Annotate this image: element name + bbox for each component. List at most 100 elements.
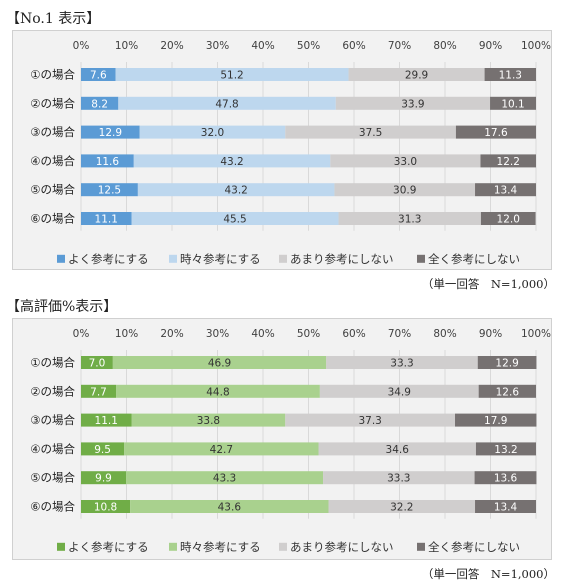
bar-segment bbox=[130, 500, 329, 513]
data-label: 44.8 bbox=[206, 386, 229, 398]
x-tick-label: 50% bbox=[297, 40, 320, 52]
data-label: 33.9 bbox=[401, 98, 424, 110]
legend-label: 時々参考にする bbox=[180, 540, 261, 554]
legend-label: あまり参考にしない bbox=[290, 252, 394, 266]
bar-segment bbox=[335, 96, 491, 110]
bar-segment bbox=[81, 384, 117, 398]
chart-2-svg: 0% 10% 20% 30% 40% 50% 60% 70% 80% 90% 100% ①の場合 7.0… bbox=[30, 328, 551, 554]
data-label: 43.2 bbox=[220, 156, 243, 168]
bar-segment bbox=[323, 471, 475, 485]
bar-segment bbox=[115, 68, 349, 81]
category-label: ⑤の場合 bbox=[30, 471, 75, 485]
data-label: 12.2 bbox=[497, 156, 520, 168]
bar-segment bbox=[285, 125, 456, 139]
data-label: 12.6 bbox=[496, 386, 520, 398]
category-label: ⑥の場合 bbox=[30, 500, 75, 514]
data-label: 12.9 bbox=[495, 358, 518, 370]
data-label: 7.6 bbox=[90, 70, 107, 82]
bar-segment bbox=[116, 384, 320, 398]
chart-1-svg: 0% 10% 20% 30% 40% 50% 60% 70% 80% 90% 100% ①の場合 7.6… bbox=[30, 40, 551, 266]
legend-swatch bbox=[57, 542, 65, 551]
bar-segment bbox=[334, 183, 476, 197]
data-label: 11.1 bbox=[95, 415, 118, 427]
data-label: 7.7 bbox=[90, 386, 107, 398]
legend-swatch bbox=[279, 542, 287, 551]
bar-segment bbox=[81, 500, 131, 513]
legend-swatch bbox=[417, 542, 425, 551]
category-label: ②の場合 bbox=[30, 384, 75, 398]
x-tick-label: 30% bbox=[206, 40, 229, 52]
data-label: 34.9 bbox=[388, 386, 411, 398]
chart-2-note: （単一回答 N=1,000） bbox=[421, 567, 555, 581]
bar-segment bbox=[81, 68, 116, 81]
legend-label: 全く参考にしない bbox=[428, 540, 520, 554]
data-label: 30.9 bbox=[393, 185, 416, 197]
x-tick-label: 0% bbox=[73, 328, 90, 340]
x-tick-label: 90% bbox=[479, 40, 502, 52]
x-tick-label: 10% bbox=[115, 40, 138, 52]
category-label: ③の場合 bbox=[30, 413, 75, 427]
bar-segment bbox=[81, 125, 140, 139]
bar-segment bbox=[81, 212, 132, 225]
data-label: 37.3 bbox=[358, 415, 381, 427]
bar-segment bbox=[490, 96, 536, 110]
chart-2-panel: 0% 10% 20% 30% 40% 50% 60% 70% 80% 90% 100% ①の場合 7.0… bbox=[12, 318, 552, 560]
legend-swatch bbox=[57, 254, 65, 263]
chart-1-note: （単一回答 N=1,000） bbox=[421, 277, 555, 291]
legend-swatch bbox=[169, 254, 177, 263]
bar-segment bbox=[484, 68, 536, 81]
bar-segment bbox=[455, 125, 536, 139]
data-label: 11.3 bbox=[499, 70, 522, 82]
legend-label: あまり参考にしない bbox=[290, 540, 394, 554]
bar-segment bbox=[338, 212, 481, 225]
bar-segment bbox=[81, 413, 132, 427]
data-label: 12.9 bbox=[99, 127, 122, 139]
category-label: ②の場合 bbox=[30, 96, 75, 110]
x-tick-label: 90% bbox=[479, 328, 502, 340]
bar-segment bbox=[480, 212, 536, 225]
bar-segment bbox=[475, 500, 536, 513]
data-label: 13.4 bbox=[494, 185, 518, 197]
legend-label: よく参考にする bbox=[68, 540, 149, 554]
bar-segment bbox=[475, 183, 536, 197]
data-label: 47.8 bbox=[215, 98, 238, 110]
bar-segment bbox=[139, 125, 286, 139]
data-label: 9.9 bbox=[95, 473, 112, 485]
data-label: 45.5 bbox=[223, 214, 246, 226]
bar-segment bbox=[480, 154, 536, 168]
data-label: 33.0 bbox=[394, 156, 417, 168]
legend-label: 時々参考にする bbox=[180, 252, 261, 266]
x-tick-label: 80% bbox=[433, 40, 456, 52]
data-label: 17.6 bbox=[484, 127, 508, 139]
bar-segment bbox=[81, 183, 138, 197]
legend-swatch bbox=[417, 254, 425, 263]
data-label: 46.9 bbox=[208, 358, 231, 370]
bar-segment bbox=[330, 154, 481, 168]
data-label: 29.9 bbox=[405, 70, 428, 82]
bar-segment bbox=[478, 384, 536, 398]
data-label: 43.2 bbox=[224, 185, 247, 197]
category-label: ⑤の場合 bbox=[30, 183, 75, 197]
x-tick-label: 60% bbox=[342, 40, 365, 52]
bar-segment bbox=[477, 356, 537, 369]
data-label: 13.4 bbox=[494, 502, 518, 514]
category-label: ④の場合 bbox=[30, 154, 75, 168]
x-tick-label: 10% bbox=[115, 328, 138, 340]
bar-segment bbox=[133, 154, 331, 168]
data-label: 31.3 bbox=[398, 214, 421, 226]
bar-segment bbox=[112, 356, 327, 369]
bar-segment bbox=[455, 413, 537, 427]
data-label: 33.3 bbox=[390, 358, 413, 370]
bar-segment bbox=[328, 500, 476, 513]
bar-segment bbox=[137, 183, 335, 197]
bar-segment bbox=[81, 154, 134, 168]
x-tick-label: 0% bbox=[73, 40, 90, 52]
bar-segment bbox=[285, 413, 456, 427]
category-label: ⑥の場合 bbox=[30, 212, 75, 226]
x-tick-label: 100% bbox=[521, 328, 551, 340]
bar-segment bbox=[126, 471, 324, 485]
x-tick-label: 40% bbox=[251, 328, 274, 340]
bar-segment bbox=[318, 442, 476, 456]
chart-1-panel: 0% 10% 20% 30% 40% 50% 60% 70% 80% 90% 100% ①の場合 7.6… bbox=[12, 30, 552, 270]
bar-segment bbox=[81, 442, 125, 456]
